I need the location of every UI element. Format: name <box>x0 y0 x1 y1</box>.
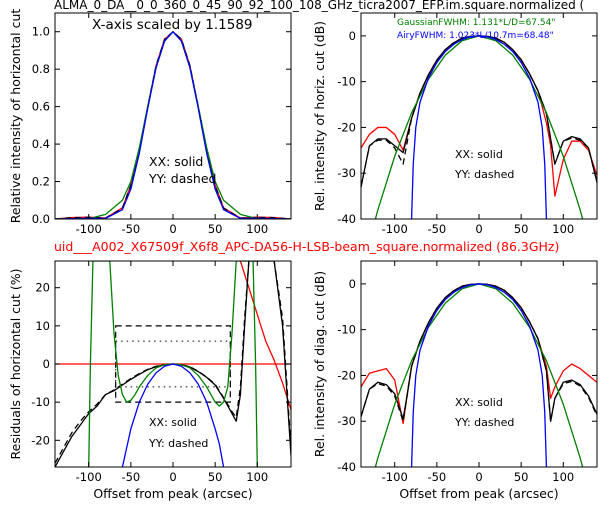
y-tick-label: -30 <box>337 166 356 180</box>
y-axis-label: Relative intensity of horizontal cut <box>8 9 23 224</box>
style-annotation: XX: solid <box>149 416 197 429</box>
panel-horizontal-intensity: -100 -50 0 50 100 0.0 0.2 0.4 0.6 0.8 1.0 Relative … <box>8 9 292 236</box>
style-annotation: XX: solid <box>149 154 203 169</box>
x-tick-label: 100 <box>552 222 574 236</box>
series-line-2 <box>55 261 291 464</box>
series-line-4 <box>410 283 548 467</box>
x-tick-label: 50 <box>208 470 223 484</box>
x-tick-label: -50 <box>427 470 446 484</box>
y-tick-label: 20 <box>35 281 50 295</box>
x-tick-label: 0 <box>169 222 176 236</box>
x-tick-label: 100 <box>552 470 574 484</box>
style-annotation: YY: dashed <box>148 171 216 186</box>
y-tick-label: 1.0 <box>32 25 50 39</box>
style-annotation: YY: dashed <box>148 437 208 450</box>
y-tick-label: 0.4 <box>32 137 50 151</box>
series-line-4 <box>121 363 225 467</box>
y-axis-label: Rel. intensity of horiz. cut (dB) <box>312 21 327 211</box>
y-axis-label: Rel. intensity of diag. cut (dB) <box>312 271 327 457</box>
series-line-1 <box>55 31 291 219</box>
y-tick-label: 0 <box>349 277 356 291</box>
y-axis-label: Residuals of horizontal cut (%) <box>8 269 23 460</box>
y-tick-label: -20 <box>337 120 356 134</box>
x-tick-label: -100 <box>382 470 408 484</box>
y-tick-label: -10 <box>337 75 356 89</box>
plot-area <box>361 283 597 467</box>
y-tick-label: -30 <box>337 414 356 428</box>
legend-entry: GaussianFWHM: 1.131*L/D=67.54" <box>397 18 555 28</box>
series-line-0 <box>55 31 291 219</box>
x-tick-label: 0 <box>475 470 482 484</box>
x-tick-label: 50 <box>514 222 529 236</box>
x-tick-label: 100 <box>246 222 268 236</box>
plot-area <box>361 35 597 219</box>
plot-area <box>55 261 291 467</box>
x-tick-label: 50 <box>208 222 223 236</box>
series-line-4 <box>410 35 548 219</box>
y-tick-label: -10 <box>337 323 356 337</box>
panel-diagonal-db: -100 -50 0 50 100 0 -10 -20 -30 -40 Rel. intensity… <box>312 260 598 501</box>
y-tick-label: -20 <box>31 433 50 447</box>
scale-annotation: X-axis scaled by 1.1589 <box>92 17 253 33</box>
x-axis-label: Offset from peak (arcsec) <box>93 486 252 501</box>
y-tick-label: 10 <box>35 319 50 333</box>
series-line-0 <box>239 261 291 410</box>
x-tick-label: 0 <box>475 222 482 236</box>
x-tick-label: -100 <box>382 222 408 236</box>
panel-horizontal-db: -100 -50 0 50 100 0 -10 -20 -30 -40 Rel. intensity… <box>312 12 598 236</box>
series-line-3 <box>55 31 291 219</box>
y-tick-label: 0.8 <box>32 62 50 76</box>
x-tick-label: 0 <box>169 470 176 484</box>
y-tick-label: 0.2 <box>32 175 50 189</box>
x-tick-label: 100 <box>246 470 268 484</box>
x-tick-label: -50 <box>121 470 140 484</box>
x-tick-label: -50 <box>121 222 140 236</box>
y-tick-label: -40 <box>337 460 356 474</box>
x-tick-label: 50 <box>514 470 529 484</box>
title-mid: uid___A002_X67509f_X6f8_APC-DA56-H-LSB-b… <box>54 239 559 254</box>
style-annotation: YY: dashed <box>454 416 514 429</box>
y-tick-label: -20 <box>337 368 356 382</box>
y-tick-label: 0 <box>349 29 356 43</box>
x-tick-label: -100 <box>76 222 102 236</box>
title-top: ALMA_0_DA__0_0_360_0_45_90_92_100_108_GH… <box>54 0 584 12</box>
series-line-2 <box>55 31 291 219</box>
plot-frame <box>360 12 598 220</box>
plot-frame <box>54 12 292 220</box>
legend-entry: AiryFWHM: 1.023*L/10.7m=68.48" <box>397 31 554 41</box>
y-tick-label: 0 <box>43 357 50 371</box>
plot-frame <box>360 260 598 468</box>
x-tick-label: -100 <box>76 470 102 484</box>
y-tick-label: -40 <box>337 212 356 226</box>
style-annotation: XX: solid <box>455 148 503 161</box>
y-tick-label: 0.6 <box>32 100 50 114</box>
y-tick-label: 0.0 <box>32 212 50 226</box>
x-tick-label: -50 <box>427 222 446 236</box>
series-line-2 <box>361 283 597 422</box>
style-annotation: YY: dashed <box>454 168 514 181</box>
y-tick-label: -10 <box>31 395 50 409</box>
style-annotation: XX: solid <box>455 396 503 409</box>
plot-area <box>55 31 291 219</box>
x-axis-label: Offset from peak (arcsec) <box>399 486 558 501</box>
